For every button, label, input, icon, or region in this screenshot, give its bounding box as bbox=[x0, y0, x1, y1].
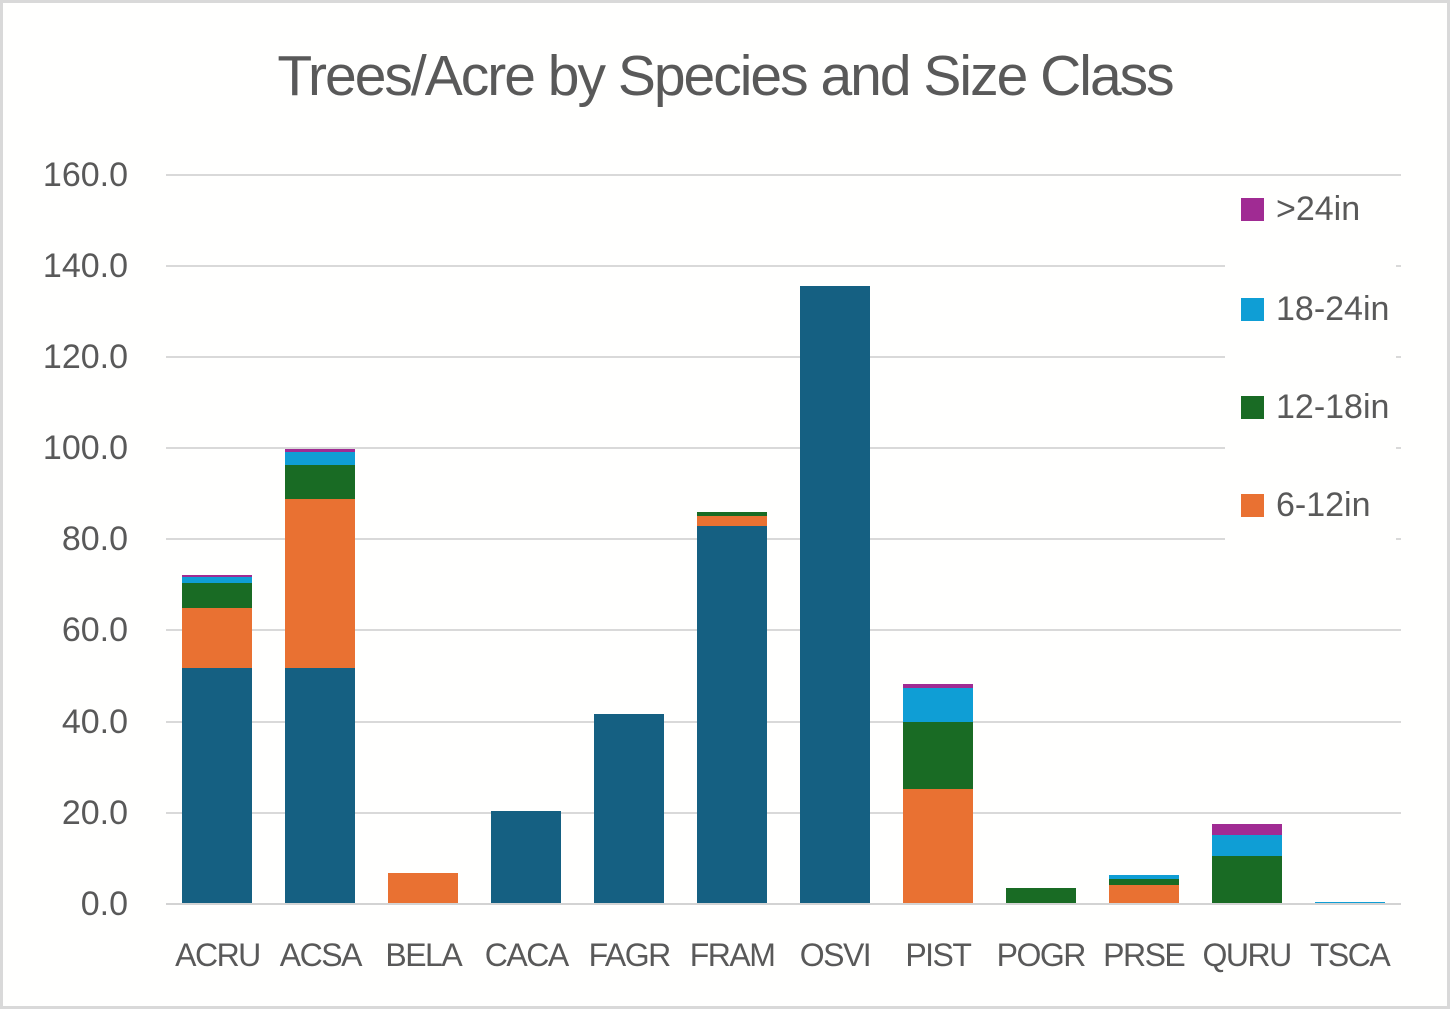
y-tick-label: 120.0 bbox=[42, 337, 128, 376]
bar-segment-PIST-s1 bbox=[902, 789, 973, 904]
bar-segment-ACRU-s4 bbox=[182, 575, 253, 578]
bar-segment-FRAM-s0 bbox=[697, 526, 768, 904]
gridline bbox=[166, 811, 1401, 814]
bar-segment-FRAM-s1 bbox=[697, 516, 768, 527]
x-tick-label-FRAM: FRAM bbox=[689, 937, 776, 973]
bar-segment-ACSA-s3 bbox=[285, 452, 356, 466]
gridline bbox=[166, 629, 1401, 632]
legend-label: >24in bbox=[1276, 190, 1361, 228]
legend: >24in 18-24in 12-18in 6-12in bbox=[1225, 183, 1396, 543]
y-tick-label: 160.0 bbox=[42, 155, 128, 194]
bar-segment-PRSE-s1 bbox=[1108, 885, 1179, 904]
x-tick-label-POGR: POGR bbox=[996, 937, 1087, 973]
bar-segment-ACSA-s0 bbox=[285, 668, 356, 904]
bar-segment-ACRU-s3 bbox=[182, 577, 253, 583]
legend-label: 6-12in bbox=[1276, 486, 1371, 524]
legend-label: 18-24in bbox=[1276, 290, 1390, 328]
x-tick-label-FAGR: FAGR bbox=[588, 937, 672, 973]
bar-segment-PIST-s3 bbox=[902, 687, 973, 722]
legend-entry: 12-18in bbox=[1241, 385, 1390, 430]
bar-segment-QURU-s2 bbox=[1211, 855, 1282, 904]
chart-title: Trees/Acre by Species and Size Class bbox=[277, 44, 1174, 108]
legend-entry: 18-24in bbox=[1241, 287, 1390, 332]
gridline bbox=[166, 538, 1401, 541]
bar-segment-PIST-s2 bbox=[902, 721, 973, 790]
legend-entry: 6-12in bbox=[1241, 483, 1390, 528]
y-tick-label: 140.0 bbox=[42, 246, 128, 285]
gridline bbox=[166, 720, 1401, 723]
bar-segment-PRSE-s2 bbox=[1108, 878, 1179, 886]
bar-segment-ACRU-s1 bbox=[182, 608, 253, 668]
bar-segment-QURU-s3 bbox=[1211, 834, 1282, 856]
bar-segment-FRAM-s2 bbox=[697, 512, 768, 517]
gridline bbox=[166, 264, 1401, 267]
x-tick-label-ACRU: ACRU bbox=[175, 937, 261, 973]
x-tick-label-BELA: BELA bbox=[385, 937, 462, 973]
x-tick-label-TSCA: TSCA bbox=[1309, 937, 1391, 973]
bar-segment-BELA-s1 bbox=[388, 872, 459, 904]
legend-swatch bbox=[1241, 198, 1264, 221]
bar-segment-ACSA-s2 bbox=[285, 465, 356, 499]
y-tick-label: 0.0 bbox=[80, 885, 128, 923]
gridline bbox=[166, 173, 1401, 176]
y-tick-label: 100.0 bbox=[42, 429, 128, 468]
bar-segment-PIST-s4 bbox=[902, 684, 973, 688]
y-tick-label: 40.0 bbox=[61, 702, 128, 741]
bar-segment-ACRU-s2 bbox=[182, 583, 253, 609]
bar-segment-ACSA-s4 bbox=[285, 448, 356, 453]
bar-segment-FAGR-s0 bbox=[594, 714, 665, 904]
bar-segment-PRSE-s3 bbox=[1108, 874, 1179, 879]
y-tick-label: 80.0 bbox=[61, 520, 128, 559]
legend-swatch bbox=[1241, 298, 1264, 321]
bar-segment-POGR-s2 bbox=[1005, 888, 1076, 904]
x-tick-label-PIST: PIST bbox=[905, 937, 972, 973]
bar-segment-ACRU-s0 bbox=[182, 667, 253, 904]
gridline bbox=[166, 447, 1401, 450]
bar-segment-CACA-s0 bbox=[491, 810, 562, 904]
legend-entry: >24in bbox=[1241, 187, 1390, 232]
y-tick-label: 60.0 bbox=[61, 611, 128, 650]
legend-swatch bbox=[1241, 494, 1264, 517]
bar-segment-QURU-s4 bbox=[1211, 823, 1282, 835]
x-tick-label-CACA: CACA bbox=[484, 937, 569, 973]
y-tick-label: 20.0 bbox=[61, 793, 128, 832]
x-tick-label-ACSA: ACSA bbox=[279, 937, 363, 973]
legend-label: 12-18in bbox=[1276, 388, 1390, 426]
x-tick-label-PRSE: PRSE bbox=[1103, 937, 1186, 973]
x-tick-label-OSVI: OSVI bbox=[799, 937, 872, 973]
x-tick-label-QURU: QURU bbox=[1202, 937, 1293, 973]
legend-swatch bbox=[1241, 396, 1264, 419]
gridline bbox=[166, 355, 1401, 358]
x-axis-line bbox=[166, 903, 1401, 905]
bar-segment-OSVI-s0 bbox=[799, 286, 870, 904]
bar-segment-ACSA-s1 bbox=[285, 498, 356, 669]
